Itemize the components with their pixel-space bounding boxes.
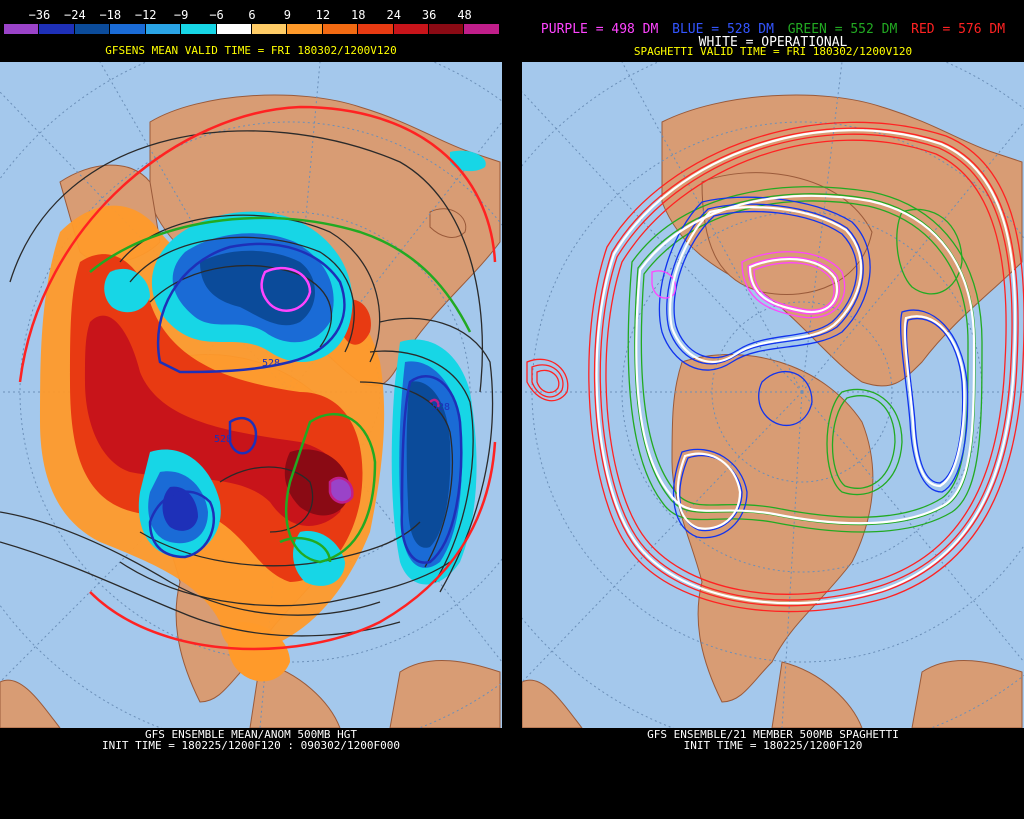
- colorbar-tick-label: −9: [173, 8, 189, 22]
- legend-blue: BLUE = 528 DM: [672, 22, 774, 37]
- colorbar-swatch: [74, 24, 111, 34]
- colorbar-tick-label: 12: [315, 8, 331, 22]
- colorbar-tick-label: −6: [209, 8, 224, 22]
- spaghetti-map: [522, 62, 1024, 728]
- colorbar-swatch: [287, 24, 323, 34]
- spaghetti-legend: PURPLE = 498 DM BLUE = 528 DM GREEN = 55…: [522, 22, 1024, 37]
- right-valid-time: SPAGHETTI VALID TIME = FRI 180302/1200V1…: [633, 45, 913, 58]
- colorbar-swatch: [429, 24, 465, 34]
- colorbar-tick-labels: −36 −24 −18 −12 −9 −6 6 9 12 18 24 36 48: [0, 8, 502, 22]
- right-footer-init-time: INIT TIME = 180225/1200F120: [683, 739, 863, 752]
- spaghetti-panel: PURPLE = 498 DM BLUE = 528 DM GREEN = 55…: [522, 0, 1024, 819]
- colorbar-tick-label: −18: [99, 8, 122, 22]
- colorbar-swatch: [393, 24, 430, 34]
- legend-green: GREEN = 552 DM: [787, 22, 898, 37]
- key-contours: [18, 105, 497, 651]
- height-contours: [0, 130, 494, 637]
- colorbar-swatch: [145, 24, 182, 34]
- colorbar-tick-label: 24: [386, 8, 401, 22]
- colorbar-tick-label: 48: [457, 8, 472, 22]
- colorbar-tick-label: −12: [134, 8, 157, 22]
- negative-anomaly-shading: [104, 150, 486, 586]
- left-footer-title: GFS ENSEMBLE MEAN/ANOM 500MB HGT: [145, 728, 357, 741]
- legend-red: RED = 576 DM: [911, 22, 1006, 37]
- colorbar-swatch: [251, 24, 288, 34]
- colorbar-tick-label: 9: [283, 8, 292, 22]
- left-footer-init-time: INIT TIME = 180225/1200F120 : 090302/120…: [101, 739, 400, 752]
- colorbar-swatch: [4, 24, 40, 34]
- colorbar-swatch: [216, 24, 252, 34]
- ensemble-mean-panel: −36 −24 −18 −12 −9 −6 6 9 12 18 24 36 48 GFSENS MEAN…: [0, 0, 502, 819]
- colorbar-swatch: [464, 24, 500, 34]
- panel-divider: [502, 0, 522, 819]
- legend-purple: PURPLE = 498 DM: [540, 22, 659, 37]
- colorbar-tick-label: −36: [28, 8, 51, 22]
- anomaly-colorbar: [4, 24, 500, 34]
- contour-label-528-a: 528: [262, 358, 280, 369]
- contour-label-528-b: 528: [432, 402, 450, 413]
- legend-white: WHITE = OPERATIONAL: [698, 35, 848, 50]
- white-operational-contours: [595, 129, 1017, 605]
- blue-528-contours: [658, 196, 969, 539]
- ensemble-mean-map: 528 528 528: [0, 62, 502, 728]
- colorbar-tick-label: 36: [421, 8, 437, 22]
- purple-498-contours: [651, 251, 846, 319]
- colorbar-swatch: [358, 24, 394, 34]
- colorbar-tick-label: −24: [64, 8, 86, 22]
- colorbar-swatch: [181, 24, 217, 34]
- right-footer-title: GFS ENSEMBLE/21 MEMBER 500MB SPAGHETTI: [647, 728, 899, 741]
- colorbar-tick-label: 18: [351, 8, 366, 22]
- colorbar-tick-label: 6: [248, 8, 256, 22]
- red-576-contours: [526, 121, 1024, 613]
- left-valid-time: GFSENS MEAN VALID TIME = FRI 180302/1200…: [105, 44, 397, 57]
- colorbar-swatch: [110, 24, 146, 34]
- green-552-contours: [627, 186, 983, 533]
- colorbar-swatch: [39, 24, 75, 34]
- colorbar-swatch: [322, 24, 359, 34]
- contour-label-528-c: 528: [214, 434, 232, 445]
